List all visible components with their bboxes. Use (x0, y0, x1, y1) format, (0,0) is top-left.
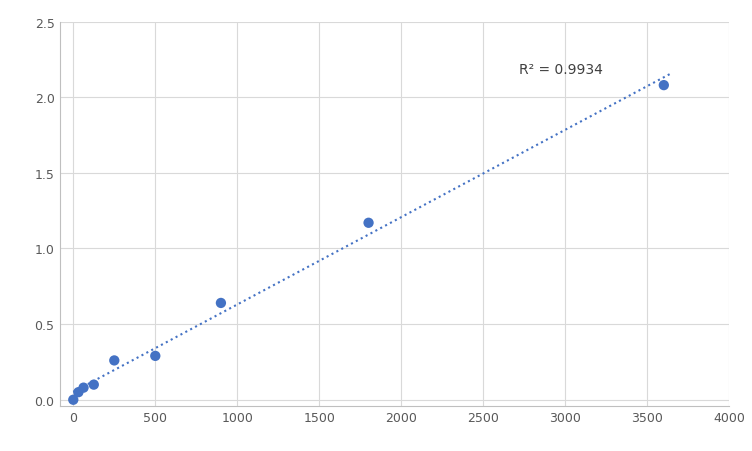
Point (67, 396, 79, 404)
Point (658, 83, 670, 90)
Text: R² = 0.9934: R² = 0.9934 (520, 63, 603, 77)
Point (108, 357, 120, 364)
Point (362, 220, 374, 227)
Point (77, 384, 89, 391)
Point (88, 381, 100, 388)
Point (72, 389, 84, 396)
Point (150, 353, 162, 360)
Point (215, 299, 227, 307)
